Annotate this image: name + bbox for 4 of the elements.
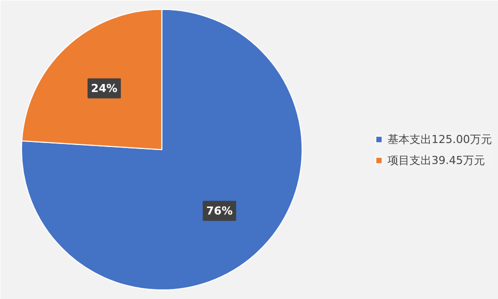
data-label: 76% <box>206 204 233 218</box>
legend-label: 项目支出39.45万元 <box>388 152 485 168</box>
legend-label: 基本支出125.00万元 <box>388 132 492 146</box>
data-label: 24% <box>91 82 118 95</box>
